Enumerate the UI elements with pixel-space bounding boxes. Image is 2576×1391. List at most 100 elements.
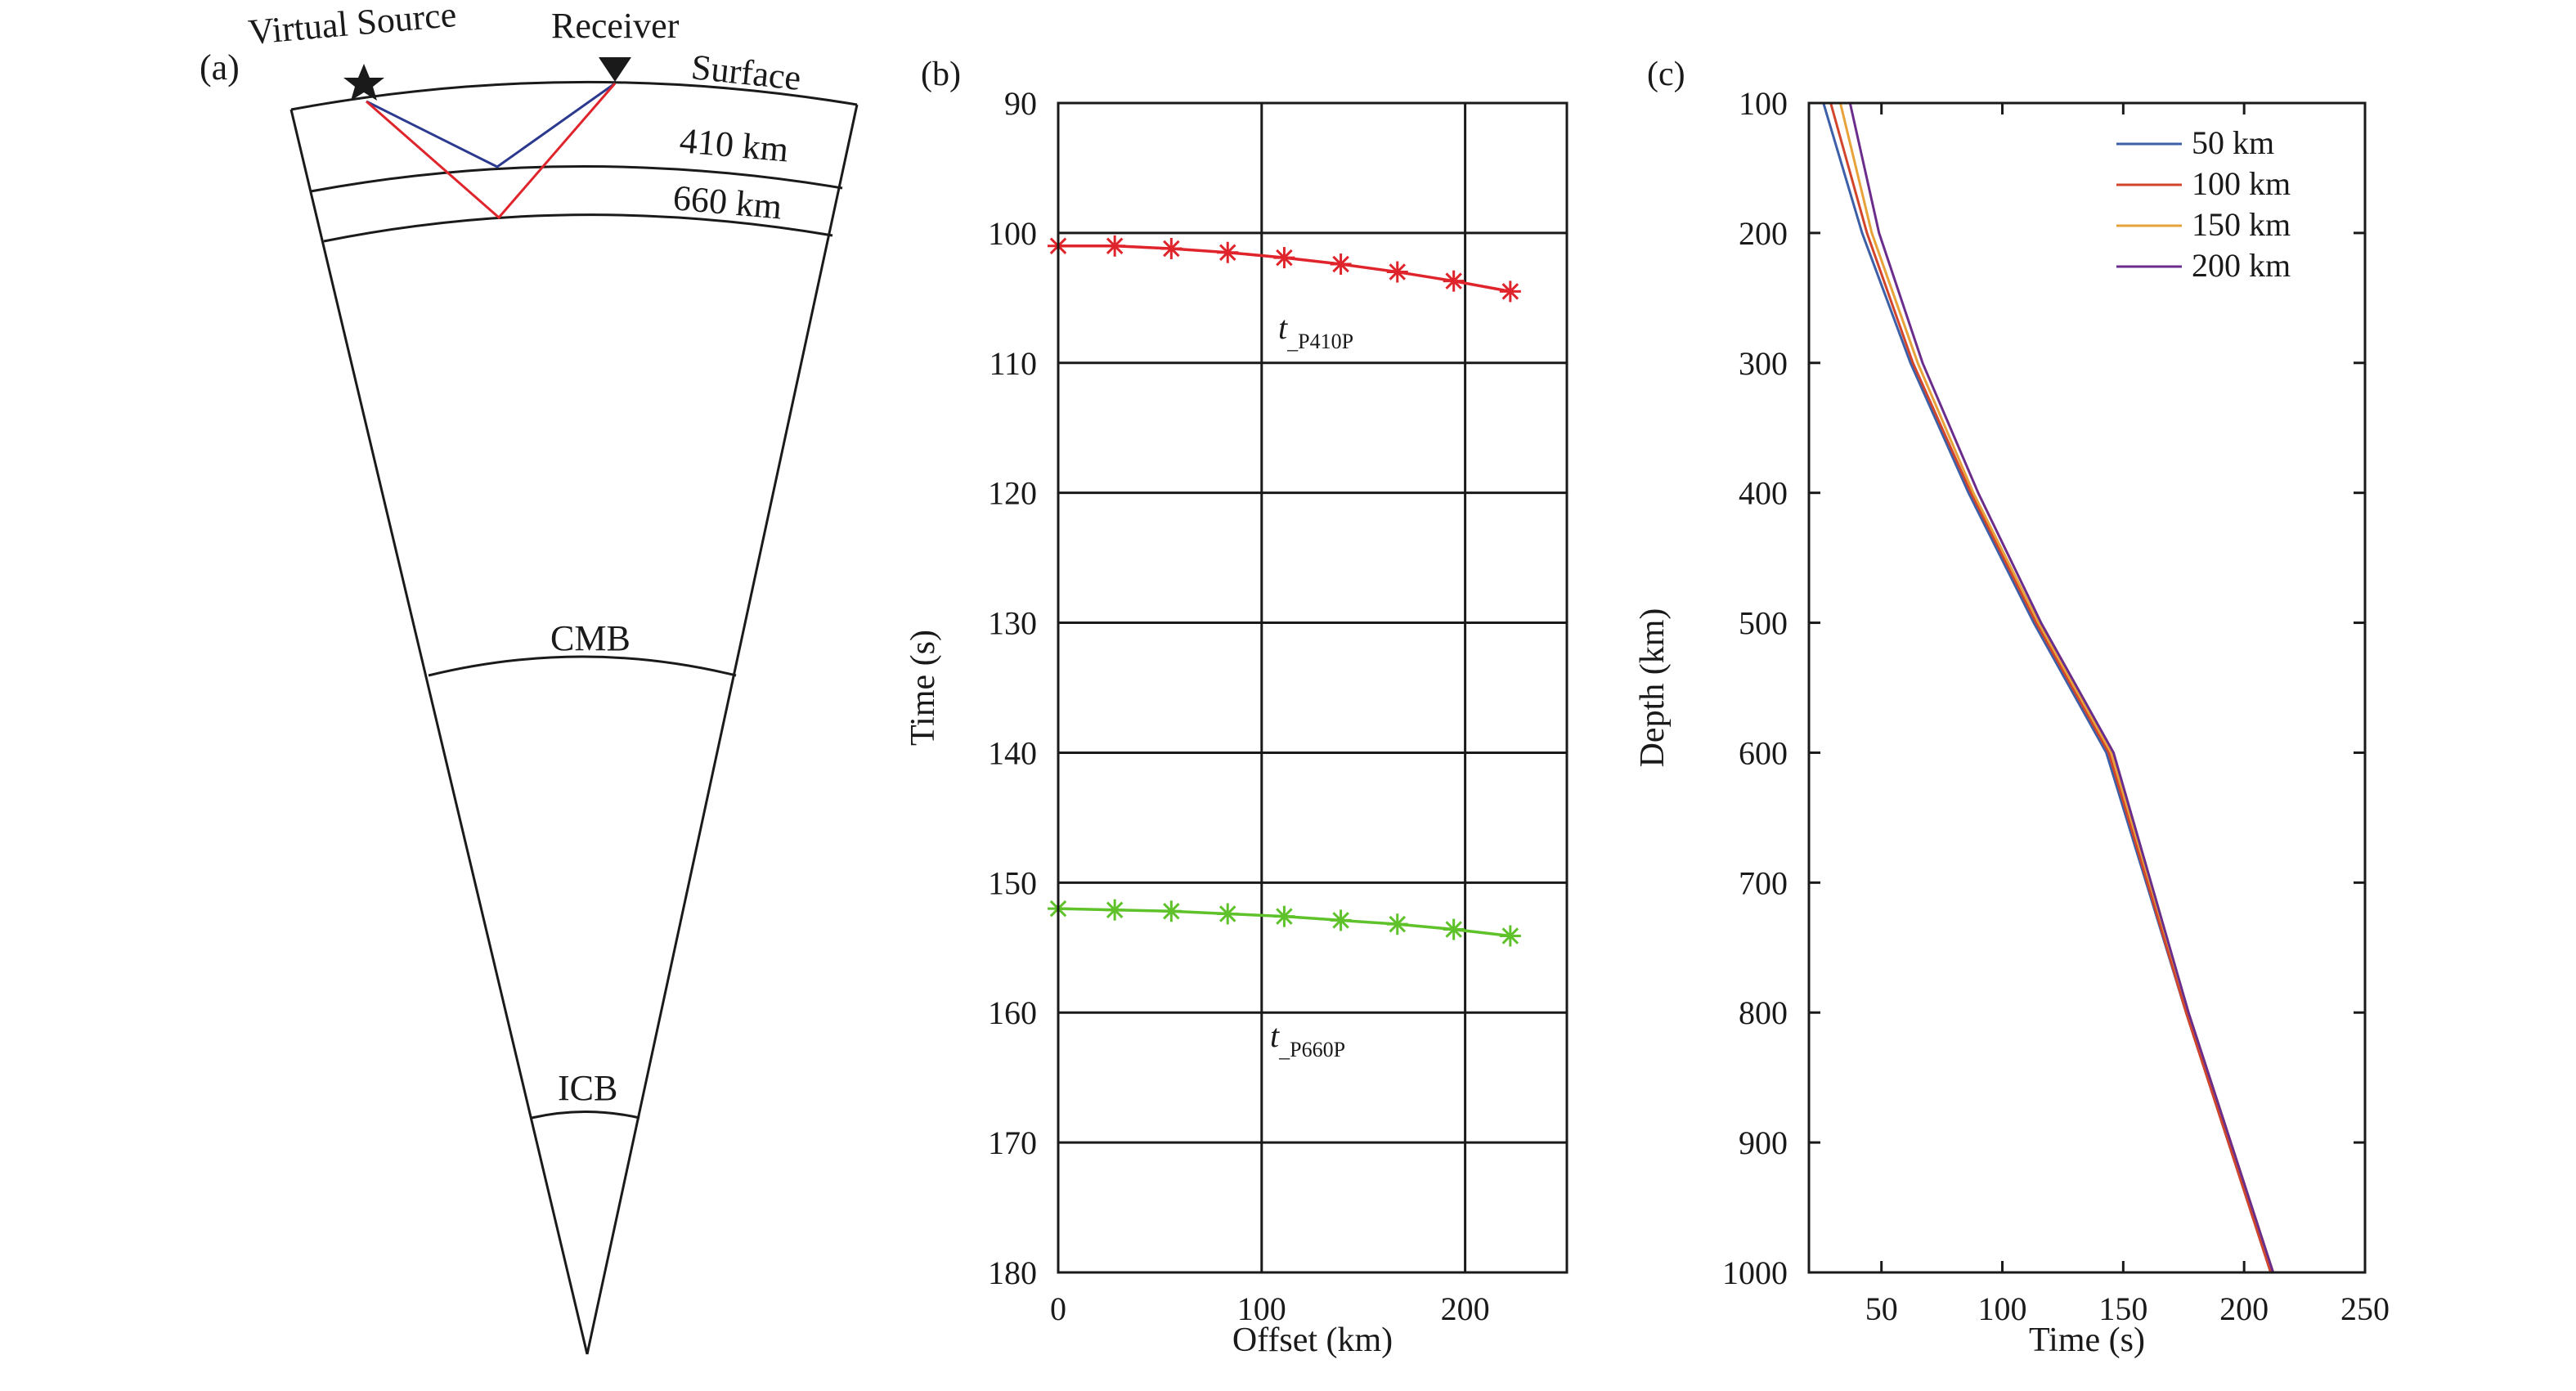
d660-label: 660 km: [671, 177, 783, 227]
star-icon: [343, 64, 384, 101]
asterisk-stroke: [1332, 912, 1349, 929]
annotation-p410p-main: t: [1278, 309, 1288, 346]
panel-c-label: (c): [1647, 56, 1685, 93]
wedge-right-edge: [586, 104, 859, 1355]
asterisk-marker: [1330, 909, 1352, 931]
panel-b-frame: [1057, 101, 1568, 1274]
ray-path-410: [366, 82, 616, 168]
asterisk-marker: [1273, 247, 1295, 269]
down-triangle-icon: [599, 57, 631, 82]
y-tick-label: 150: [988, 864, 1037, 901]
panel-c-legend: 50 km 100 km 150 km 200 km: [2116, 124, 2291, 284]
d410-boundary: [310, 165, 843, 193]
y-tick-label: 100: [1739, 85, 1788, 122]
panel-c-series: [1822, 102, 2275, 1273]
asterisk-stroke: [1218, 244, 1236, 261]
x-tick-label: 200: [1441, 1290, 1490, 1327]
receiver-label: Receiver: [551, 6, 680, 46]
asterisk-stroke: [1163, 240, 1180, 258]
y-tick-label: 180: [988, 1254, 1037, 1291]
legend-entry: 200 km: [2192, 247, 2291, 284]
panel-b-label: (b): [921, 56, 961, 93]
y-tick-label: 800: [1739, 994, 1788, 1031]
legend-entry: 50 km: [2192, 124, 2274, 161]
asterisk-marker: [1386, 913, 1408, 936]
annotation-p660p: t_P660P: [1270, 1017, 1345, 1061]
x-tick-label: 150: [2098, 1290, 2147, 1327]
panel-b-xlabel: Offset (km): [1232, 1321, 1393, 1359]
series-line: [1848, 102, 2275, 1273]
annotation-p410p-sub: _P410P: [1286, 330, 1353, 353]
y-tick-label: 130: [988, 605, 1037, 642]
asterisk-marker: [1499, 925, 1521, 947]
asterisk-stroke: [1106, 237, 1124, 255]
surface-label: Surface: [689, 47, 803, 98]
asterisk-stroke: [1445, 272, 1462, 289]
legend-entry: 150 km: [2192, 206, 2291, 243]
panel-b-grid: [1057, 101, 1567, 1274]
icb-label: ICB: [558, 1068, 617, 1108]
asterisk-marker: [1160, 237, 1183, 259]
x-tick-label: 250: [2340, 1290, 2390, 1327]
y-tick-label: 1000: [1722, 1254, 1788, 1291]
asterisk-marker: [1443, 270, 1465, 292]
panel-b-ticks: 0 100 200 90 100 110 120 130 140 150 160 170 180: [988, 85, 1490, 1327]
y-tick-label: 600: [1739, 734, 1788, 771]
y-tick-label: 700: [1739, 864, 1788, 901]
annotation-p660p-main: t: [1270, 1017, 1280, 1054]
asterisk-marker: [1499, 280, 1521, 303]
d410-label: 410 km: [678, 120, 790, 169]
asterisk-stroke: [1332, 255, 1349, 273]
virtual-source-label: Virtual Source: [247, 0, 458, 52]
y-tick-label: 300: [1739, 345, 1788, 382]
y-tick-label: 900: [1739, 1124, 1788, 1161]
asterisk-stroke: [1163, 903, 1180, 920]
asterisk-marker: [1443, 918, 1465, 940]
x-tick-label: 50: [1865, 1290, 1898, 1327]
y-tick-label: 90: [1004, 85, 1037, 122]
cmb-label: CMB: [550, 618, 631, 658]
asterisk-marker: [1386, 261, 1408, 283]
panel-b-series: [1048, 235, 1521, 947]
asterisk-stroke: [1218, 905, 1236, 922]
annotation-p660p-sub: _P660P: [1278, 1038, 1345, 1061]
asterisk-stroke: [1106, 901, 1124, 918]
panel-c-frame: [1807, 101, 2367, 1274]
series-line: [1829, 102, 2273, 1273]
x-tick-label: 100: [1978, 1290, 2027, 1327]
y-tick-label: 140: [988, 734, 1037, 771]
asterisk-marker: [1330, 254, 1352, 276]
y-tick-label: 170: [988, 1124, 1037, 1161]
panel-c-ticks: 50 100 150 200 250 100 200 300 400 500 600 700 800 90…: [1722, 85, 2390, 1327]
icb-boundary: [531, 1111, 640, 1120]
panel-c-xlabel: Time (s): [2029, 1321, 2145, 1359]
asterisk-stroke: [1276, 908, 1293, 925]
y-tick-label: 500: [1739, 605, 1788, 642]
panel-a-label: (a): [200, 47, 240, 87]
asterisk-marker: [1217, 903, 1239, 925]
panel-a-earth-section: (a) Virtual Source Receiver Surface 410 …: [200, 0, 859, 1355]
y-tick-label: 100: [988, 215, 1037, 252]
y-tick-label: 160: [988, 994, 1037, 1031]
asterisk-marker: [1217, 241, 1239, 263]
asterisk-marker: [1104, 235, 1126, 257]
y-tick-label: 120: [988, 475, 1037, 512]
asterisk-marker: [1160, 900, 1183, 922]
panel-c-ylabel: Depth (km): [1634, 608, 1672, 768]
y-tick-label: 200: [1739, 215, 1788, 252]
panel-b-traveltime-chart: (b) 0 100 200 90 100 110 120 130 140 150 160 170 180…: [904, 56, 1568, 1359]
asterisk-marker: [1104, 899, 1126, 921]
asterisk-stroke: [1445, 921, 1462, 938]
annotation-p410p: t_P410P: [1278, 309, 1353, 353]
d660-boundary: [323, 213, 833, 243]
ray-path-660: [366, 83, 617, 220]
x-tick-label: 200: [2219, 1290, 2269, 1327]
y-tick-label: 110: [989, 345, 1037, 382]
panel-b-ylabel: Time (s): [904, 630, 942, 746]
asterisk-stroke: [1276, 249, 1293, 267]
asterisk-stroke: [1389, 263, 1407, 280]
cmb-boundary: [428, 655, 737, 677]
legend-entry: 100 km: [2192, 165, 2291, 202]
x-tick-label: 100: [1237, 1290, 1286, 1327]
